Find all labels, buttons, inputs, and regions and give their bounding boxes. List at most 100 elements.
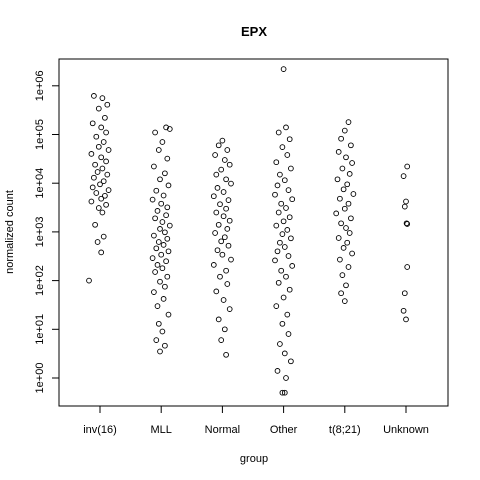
data-point (214, 185, 221, 191)
data-point (283, 124, 289, 131)
data-point (210, 262, 217, 268)
data-point (221, 326, 228, 333)
chart-title: EPX (241, 24, 267, 39)
data-point (89, 120, 96, 127)
data-point (288, 358, 294, 365)
data-point (165, 182, 172, 189)
data-point (404, 163, 411, 170)
data-point (88, 151, 95, 157)
data-point (339, 165, 346, 172)
data-point (162, 283, 168, 290)
data-point (341, 205, 348, 212)
x-axis-label: group (240, 453, 268, 465)
data-point (100, 178, 107, 185)
x-axis: inv(16) MLL Normal Other t(8;21) Unknown (83, 406, 429, 436)
data-point (272, 257, 278, 264)
data-point (160, 296, 167, 302)
data-point (343, 282, 349, 289)
data-point (91, 174, 97, 181)
data-point (94, 169, 101, 175)
data-point (400, 307, 407, 314)
y-tick-label: 1e+00 (34, 363, 46, 394)
data-point (344, 239, 351, 246)
data-point (218, 238, 225, 245)
data-point (92, 161, 98, 168)
data-point (278, 267, 285, 274)
data-point (404, 221, 411, 227)
data-point (99, 165, 106, 172)
data-point (403, 316, 409, 323)
data-point (279, 144, 286, 150)
data-point (343, 225, 349, 231)
data-point (280, 294, 287, 301)
data-point (102, 192, 108, 199)
data-point (214, 247, 221, 254)
data-point (89, 184, 96, 191)
data-point (94, 239, 101, 245)
data-point (281, 177, 288, 184)
data-point (278, 200, 285, 207)
data-point (95, 143, 102, 150)
data-point (275, 279, 282, 286)
data-point (400, 173, 407, 179)
data-point (88, 198, 95, 205)
data-point (279, 320, 286, 327)
data-point (98, 154, 105, 161)
data-point (213, 288, 220, 295)
data-point (285, 187, 292, 193)
data-point (274, 248, 281, 255)
data-point (163, 258, 169, 265)
data-point (348, 142, 354, 149)
data-point (224, 226, 231, 232)
data-point (223, 267, 229, 274)
data-point (155, 239, 162, 245)
data-point (274, 182, 281, 189)
data-point (213, 209, 220, 216)
data-point (338, 135, 344, 142)
data-point (286, 214, 293, 221)
data-point (100, 233, 107, 240)
data-point (283, 205, 289, 211)
data-point (277, 171, 283, 178)
data-point (103, 201, 109, 208)
data-point (163, 212, 169, 219)
data-point (152, 269, 158, 275)
data-point (225, 242, 232, 249)
data-point (348, 215, 354, 222)
data-point (223, 205, 229, 212)
data-point (98, 124, 105, 131)
data-point (102, 114, 108, 121)
x-tick-label: Normal (205, 424, 240, 436)
data-point (93, 133, 100, 140)
data-point (220, 189, 227, 195)
data-point (223, 176, 229, 183)
data-point (281, 350, 288, 357)
x-tick-label: Other (270, 424, 298, 436)
data-point (153, 187, 160, 194)
data-point (283, 375, 289, 381)
data-point (164, 155, 171, 162)
data-point (157, 176, 163, 183)
data-point (100, 139, 107, 145)
data-point (91, 93, 97, 99)
data-point (273, 222, 280, 229)
data-point (104, 171, 111, 178)
data-point (103, 129, 109, 136)
data-point (346, 230, 353, 236)
data-point (401, 203, 408, 210)
data-point (99, 209, 106, 216)
y-axis-label: normalized count (4, 190, 16, 274)
y-tick-label: 1e+05 (34, 119, 46, 150)
data-point (158, 200, 165, 207)
data-point (283, 273, 289, 280)
data-point (345, 119, 352, 125)
data-point (224, 147, 231, 153)
data-point (105, 187, 112, 193)
data-point (224, 281, 231, 287)
data-point (149, 196, 156, 203)
data-point (404, 264, 411, 270)
data-point (285, 331, 292, 337)
data-point (159, 219, 166, 225)
data-point (277, 341, 283, 347)
